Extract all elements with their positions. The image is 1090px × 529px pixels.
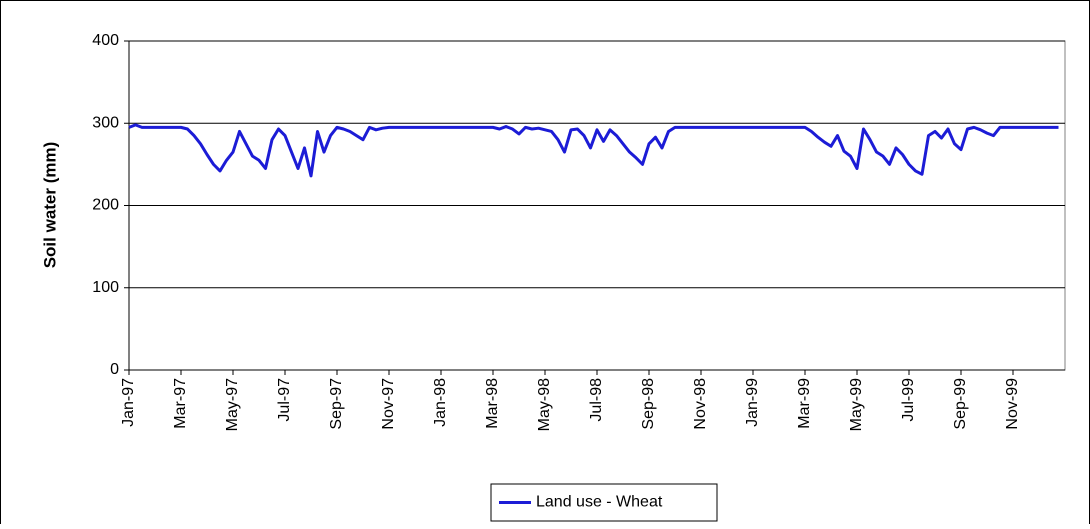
x-tick-label: Jan-98 xyxy=(432,378,449,427)
x-tick-label: Nov-99 xyxy=(1004,378,1021,430)
x-tick-label: Nov-97 xyxy=(380,378,397,430)
y-tick-label: 300 xyxy=(92,114,119,131)
data-line xyxy=(128,123,1059,178)
x-tick-label: Jul-97 xyxy=(276,378,293,422)
x-tick-label: Mar-99 xyxy=(796,378,813,429)
x-tick-label: Sep-97 xyxy=(328,378,345,430)
x-tick-label: Jul-99 xyxy=(900,378,917,422)
y-tick-label: 0 xyxy=(110,361,119,378)
y-tick-label: 200 xyxy=(92,197,119,214)
x-tick-label: May-99 xyxy=(848,378,865,431)
x-tick-label: Jul-98 xyxy=(588,378,605,422)
legend-label: Land use - Wheat xyxy=(536,494,663,511)
y-tick-label: 100 xyxy=(92,279,119,296)
y-tick-label: 400 xyxy=(92,32,119,49)
x-tick-label: May-97 xyxy=(224,378,241,431)
x-tick-label: Jan-99 xyxy=(744,378,761,427)
x-tick-label: Sep-99 xyxy=(952,378,969,430)
x-tick-label: Sep-98 xyxy=(640,378,657,430)
x-tick-label: May-98 xyxy=(536,378,553,431)
x-tick-label: Nov-98 xyxy=(692,378,709,430)
x-tick-label: Mar-97 xyxy=(172,378,189,429)
x-tick-label: Jan-97 xyxy=(120,378,137,427)
x-tick-label: Mar-98 xyxy=(484,378,501,429)
y-axis-title: Soil water (mm) xyxy=(40,142,59,269)
